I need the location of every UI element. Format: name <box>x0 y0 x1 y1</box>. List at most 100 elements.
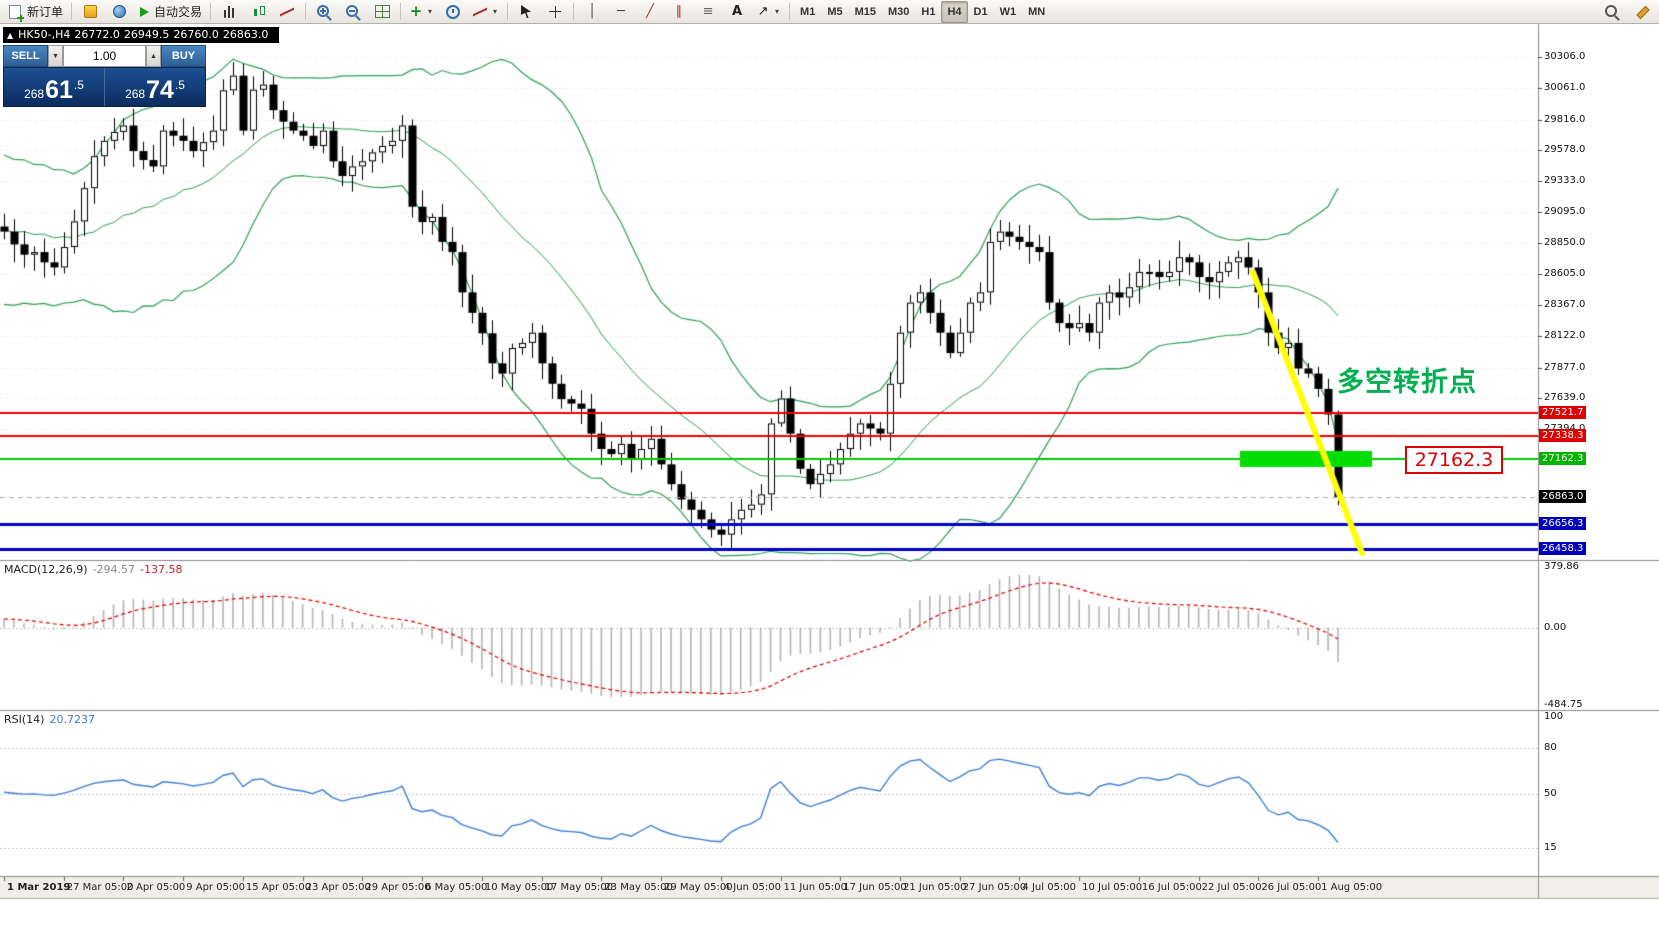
edit-button[interactable] <box>1627 1 1655 23</box>
new-order-icon <box>9 4 24 22</box>
candlestick-chart-button[interactable] <box>244 1 272 23</box>
search-button[interactable] <box>1598 1 1626 23</box>
text-tool-icon <box>730 5 744 19</box>
new-order-button[interactable]: 新订单 <box>4 1 67 23</box>
price-divider <box>104 68 105 106</box>
candlestick-icon <box>252 5 265 19</box>
sell-button[interactable]: SELL <box>3 45 48 67</box>
horizontal-line-icon <box>614 5 628 19</box>
volume-decrease-button[interactable] <box>48 45 63 67</box>
main-toolbar: 新订单 自动交易 M1 M5 M15 M30 H1 H4 D1 W1 MN <box>0 0 1659 24</box>
open-value: 26772.0 <box>74 28 120 41</box>
new-order-label: 新订单 <box>27 5 64 19</box>
high-value: 26949.5 <box>123 28 170 41</box>
buy-button[interactable]: BUY <box>161 45 206 67</box>
trendline-icon <box>643 5 657 19</box>
sell-price[interactable]: 268 61.5 <box>4 68 104 106</box>
plus-icon <box>409 4 423 20</box>
arrow-tool-icon <box>756 5 770 19</box>
community-button[interactable] <box>105 1 133 23</box>
timeframe-m15[interactable]: M15 <box>854 5 876 18</box>
buy-price-pip: .5 <box>174 78 185 92</box>
new-chart-button[interactable] <box>405 1 438 23</box>
buy-price[interactable]: 268 74.5 <box>105 68 205 106</box>
timeframe-h1[interactable]: H1 <box>921 5 936 18</box>
line-chart-icon <box>280 5 295 18</box>
horizontal-line-button[interactable] <box>607 1 635 23</box>
zoom-out-button[interactable] <box>339 1 367 23</box>
symbol-timeframe: HK50-,H4 <box>18 28 71 41</box>
crosshair-icon <box>548 4 563 19</box>
chevron-down-icon <box>491 5 499 19</box>
trendline-button[interactable] <box>636 1 664 23</box>
line-chart-button[interactable] <box>273 1 301 23</box>
rsi-name: RSI(14) <box>4 713 45 726</box>
macd-name: MACD(12,26,9) <box>4 563 88 576</box>
auto-trading-label: 自动交易 <box>154 5 203 19</box>
channel-button[interactable] <box>665 1 693 23</box>
timeframe-d1[interactable]: D1 <box>973 5 988 18</box>
macd-indicator-label: MACD(12,26,9) -294.57 -137.58 <box>4 563 182 576</box>
zoom-out-icon <box>345 4 358 17</box>
arrows-tool-button[interactable] <box>752 1 785 23</box>
close-value: 26863.0 <box>222 28 269 41</box>
fibonacci-button[interactable] <box>694 1 722 23</box>
toolbar-separator <box>210 3 212 20</box>
templates-button[interactable] <box>468 1 503 23</box>
volume-input[interactable] <box>63 45 146 67</box>
vertical-line-icon <box>585 5 599 19</box>
timeframe-h4[interactable]: H4 <box>941 0 968 23</box>
sell-price-prefix: 268 <box>24 87 45 101</box>
cursor-button[interactable] <box>512 1 540 23</box>
timeframe-m30[interactable]: M30 <box>888 5 910 18</box>
price-callout-box: 27162.3 <box>1405 446 1503 474</box>
timeframe-m5[interactable]: M5 <box>827 5 843 18</box>
rsi-value: 20.7237 <box>49 713 95 726</box>
vertical-line-button[interactable] <box>578 1 606 23</box>
trade-prices-row: 268 61.5 268 74.5 <box>3 67 206 107</box>
buy-price-prefix: 268 <box>125 87 146 101</box>
toolbar-separator <box>71 3 73 20</box>
period-button[interactable] <box>439 1 467 23</box>
rsi-indicator-label: RSI(14) 20.7237 <box>4 713 95 726</box>
zoom-in-button[interactable] <box>310 1 338 23</box>
market-icon <box>83 5 97 18</box>
pencil-icon <box>1634 5 1648 19</box>
zoom-in-icon <box>316 4 329 17</box>
crosshair-button[interactable] <box>541 1 569 23</box>
bar-chart-button[interactable] <box>215 1 243 23</box>
toolbar-separator <box>305 3 307 20</box>
channel-icon <box>672 5 686 19</box>
auto-trading-button[interactable]: 自动交易 <box>134 1 206 23</box>
timeframe-w1[interactable]: W1 <box>999 5 1017 18</box>
sell-price-big: 61 <box>45 76 73 104</box>
clock-icon <box>446 4 461 19</box>
bar-chart-icon <box>222 5 236 18</box>
template-icon <box>473 5 488 18</box>
macd-main-value: -294.57 <box>92 563 136 576</box>
fibonacci-icon <box>701 5 715 19</box>
toolbar-separator <box>573 3 575 20</box>
globe-icon <box>112 5 126 18</box>
symbol-marker-icon: ▲ <box>7 31 14 40</box>
timeframe-mn[interactable]: MN <box>1028 5 1046 18</box>
toolbar-separator <box>507 3 509 20</box>
text-tool-button[interactable] <box>723 1 751 23</box>
play-icon <box>140 6 150 17</box>
toolbar-separator <box>400 3 402 20</box>
chevron-down-icon <box>773 5 781 19</box>
trade-controls-row: SELL BUY <box>3 45 206 67</box>
toolbar-separator <box>789 3 791 20</box>
volume-increase-button[interactable] <box>146 45 161 67</box>
low-value: 26760.0 <box>173 28 219 41</box>
market-button[interactable] <box>76 1 104 23</box>
timeframe-m1[interactable]: M1 <box>800 5 816 18</box>
chevron-down-icon <box>426 5 434 19</box>
buy-price-big: 74 <box>146 76 174 104</box>
timeframe-group: M1 M5 M15 M30 H1 H4 D1 W1 MN <box>794 0 1051 23</box>
turning-point-annotation: 多空转折点 <box>1337 367 1477 398</box>
tile-windows-button[interactable] <box>368 1 396 23</box>
